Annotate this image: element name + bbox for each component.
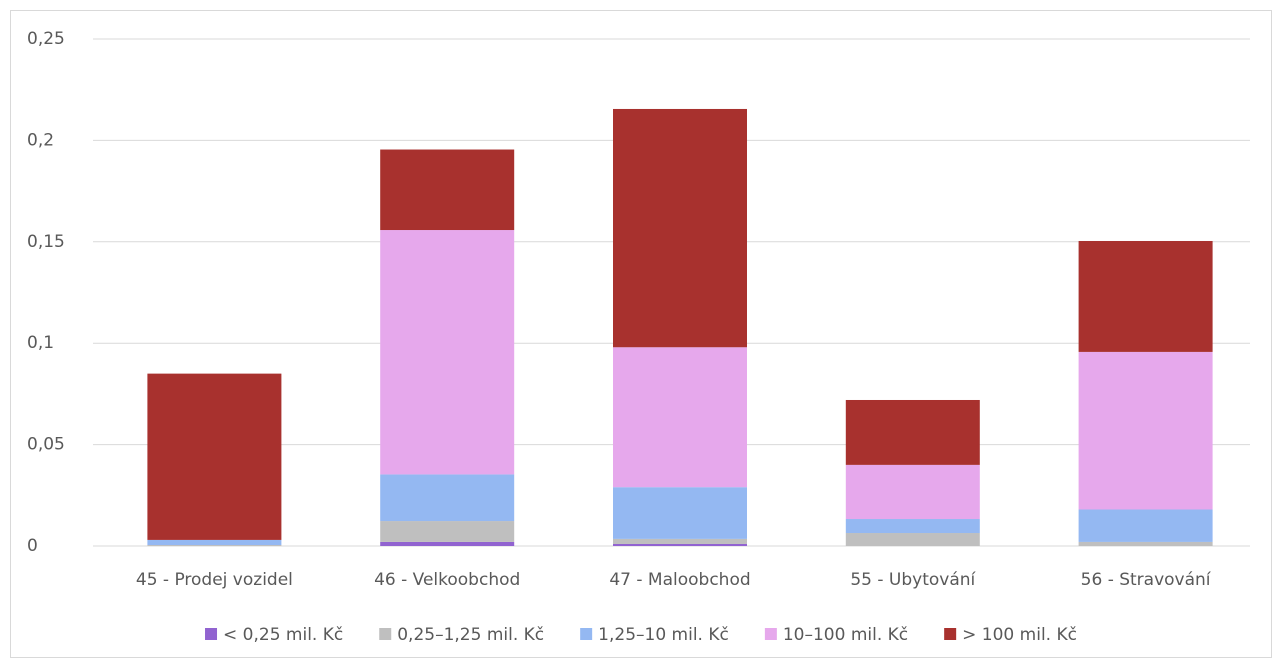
legend-label: < 0,25 mil. Kč [223,625,343,645]
legend-swatch [764,628,777,640]
y-tick-label: 0,05 [27,435,65,455]
bar-segment [845,533,980,546]
y-tick-label: 0,15 [27,232,65,252]
legend-swatch [580,628,593,640]
bar-segment [845,519,980,534]
bar-segment [613,538,747,544]
bar-segment [380,521,515,542]
bar-segment [380,474,515,522]
legend-label: > 100 mil. Kč [962,625,1077,645]
bar-segment [613,347,747,488]
y-tick-label: 0,1 [27,333,54,353]
bar-segment [147,544,282,546]
bar-segment [380,541,515,546]
legend-swatch [205,628,218,640]
legend-label: 0,25–1,25 mil. Kč [397,625,544,645]
bar-segment [845,399,980,465]
bar-segment [380,230,515,475]
x-tick-label: 47 - Maloobchod [609,570,750,590]
bar-segment [613,487,747,539]
bar-segment [1078,351,1213,510]
y-tick-label: 0,2 [27,130,54,150]
bar-segment [147,373,282,540]
x-tick-label: 46 - Velkoobchod [374,570,520,590]
bar-segment [1078,509,1213,542]
bar-segment [1078,541,1213,546]
y-tick-label: 0,25 [27,29,65,49]
x-tick-label: 55 - Ubytování [850,570,976,590]
x-tick-label: 45 - Prodej vozidel [136,570,293,590]
bar-segment [1078,240,1213,352]
legend-label: 1,25–10 mil. Kč [598,625,729,645]
y-tick-label: 0 [27,536,38,556]
bar-segment [845,464,980,520]
bar-segment [147,539,282,545]
bar-segment [380,149,515,231]
legend-label: 10–100 mil. Kč [783,625,908,645]
legend-swatch [379,628,392,640]
bar-segment [613,108,747,348]
legend-swatch [944,628,957,640]
bar-segment [613,543,747,546]
x-tick-label: 56 - Stravování [1081,570,1212,590]
